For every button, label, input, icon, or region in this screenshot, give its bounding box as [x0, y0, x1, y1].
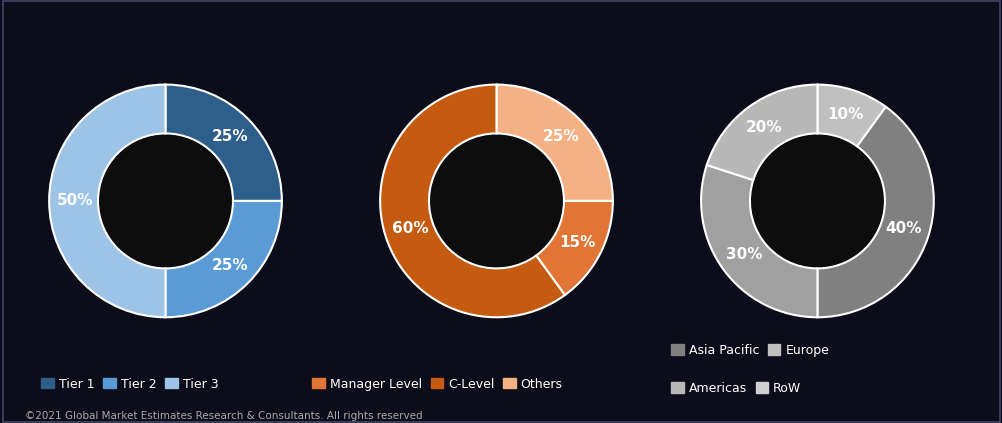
- Text: 10%: 10%: [827, 107, 863, 122]
- Legend: Asia Pacific, Europe: Asia Pacific, Europe: [665, 339, 834, 362]
- Text: 60%: 60%: [392, 222, 428, 236]
- Circle shape: [431, 136, 561, 266]
- Circle shape: [100, 136, 230, 266]
- Legend: Tier 1, Tier 2, Tier 3: Tier 1, Tier 2, Tier 3: [36, 373, 223, 396]
- Wedge shape: [49, 85, 165, 317]
- Text: 25%: 25%: [542, 129, 578, 144]
- Legend: Manager Level, C-Level, Others: Manager Level, C-Level, Others: [307, 373, 567, 396]
- Wedge shape: [380, 85, 564, 317]
- Wedge shape: [706, 85, 817, 180]
- Legend: Americas, RoW: Americas, RoW: [665, 377, 806, 400]
- Wedge shape: [165, 201, 282, 317]
- Text: 40%: 40%: [885, 222, 921, 236]
- Wedge shape: [165, 85, 282, 201]
- Wedge shape: [536, 201, 612, 295]
- Text: 25%: 25%: [211, 258, 247, 272]
- Wedge shape: [700, 165, 817, 317]
- Text: 30%: 30%: [725, 247, 762, 262]
- Wedge shape: [496, 85, 612, 201]
- Text: 25%: 25%: [211, 129, 247, 144]
- Text: ©2021 Global Market Estimates Research & Consultants. All rights reserved: ©2021 Global Market Estimates Research &…: [25, 411, 422, 421]
- Text: 15%: 15%: [558, 235, 595, 250]
- Wedge shape: [817, 107, 933, 317]
- Circle shape: [752, 136, 882, 266]
- Text: 50%: 50%: [56, 193, 93, 209]
- Wedge shape: [817, 85, 885, 146]
- Text: 20%: 20%: [745, 120, 782, 135]
